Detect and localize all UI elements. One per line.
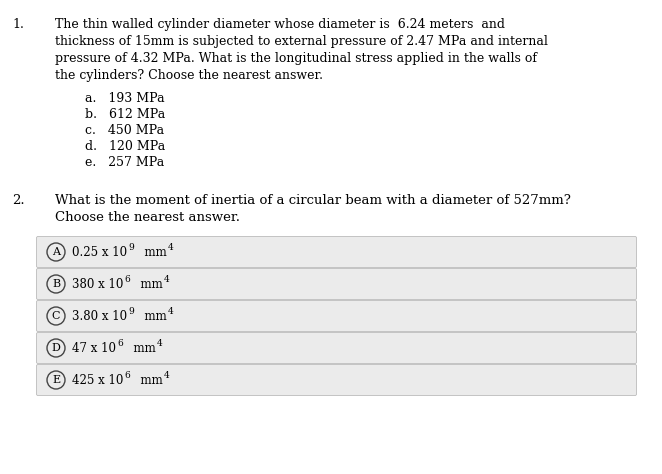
Text: 3.80 x 10: 3.80 x 10 <box>72 310 127 322</box>
Text: 9: 9 <box>128 243 134 252</box>
Text: C: C <box>52 311 60 321</box>
Text: mm: mm <box>126 341 156 355</box>
Text: pressure of 4.32 MPa. What is the longitudinal stress applied in the walls of: pressure of 4.32 MPa. What is the longit… <box>55 52 537 65</box>
Text: mm: mm <box>137 310 167 322</box>
Text: c.   450 MPa: c. 450 MPa <box>85 124 164 137</box>
Text: thickness of 15mm is subjected to external pressure of 2.47 MPa and internal: thickness of 15mm is subjected to extern… <box>55 35 548 48</box>
Text: 4: 4 <box>156 338 162 347</box>
Text: 6: 6 <box>124 274 130 283</box>
Text: 1.: 1. <box>12 18 24 31</box>
Text: 0.25 x 10: 0.25 x 10 <box>72 246 127 258</box>
Text: the cylinders? Choose the nearest answer.: the cylinders? Choose the nearest answer… <box>55 69 323 82</box>
FancyBboxPatch shape <box>36 301 636 331</box>
Text: mm: mm <box>137 246 167 258</box>
Text: e.   257 MPa: e. 257 MPa <box>85 156 164 169</box>
FancyBboxPatch shape <box>36 332 636 364</box>
Text: a.   193 MPa: a. 193 MPa <box>85 92 165 105</box>
Text: b.   612 MPa: b. 612 MPa <box>85 108 166 121</box>
Text: 6: 6 <box>124 371 130 380</box>
Text: The thin walled cylinder diameter whose diameter is  6.24 meters  and: The thin walled cylinder diameter whose … <box>55 18 505 31</box>
Text: B: B <box>52 279 60 289</box>
Text: 2.: 2. <box>12 194 24 207</box>
Text: E: E <box>52 375 60 385</box>
Text: Choose the nearest answer.: Choose the nearest answer. <box>55 211 240 224</box>
Text: D: D <box>52 343 60 353</box>
Text: 4: 4 <box>164 371 169 380</box>
Text: 425 x 10: 425 x 10 <box>72 374 123 386</box>
Text: 9: 9 <box>128 307 134 316</box>
Text: 4: 4 <box>167 243 173 252</box>
Text: mm: mm <box>133 374 163 386</box>
FancyBboxPatch shape <box>36 365 636 395</box>
FancyBboxPatch shape <box>36 237 636 267</box>
Text: 380 x 10: 380 x 10 <box>72 277 123 291</box>
Text: 6: 6 <box>117 338 122 347</box>
Text: mm: mm <box>133 277 163 291</box>
FancyBboxPatch shape <box>36 268 636 300</box>
Text: 4: 4 <box>164 274 169 283</box>
Text: 47 x 10: 47 x 10 <box>72 341 116 355</box>
Text: d.   120 MPa: d. 120 MPa <box>85 140 166 153</box>
Text: A: A <box>52 247 60 257</box>
Text: 4: 4 <box>167 307 173 316</box>
Text: What is the moment of inertia of a circular beam with a diameter of 527mm?: What is the moment of inertia of a circu… <box>55 194 571 207</box>
